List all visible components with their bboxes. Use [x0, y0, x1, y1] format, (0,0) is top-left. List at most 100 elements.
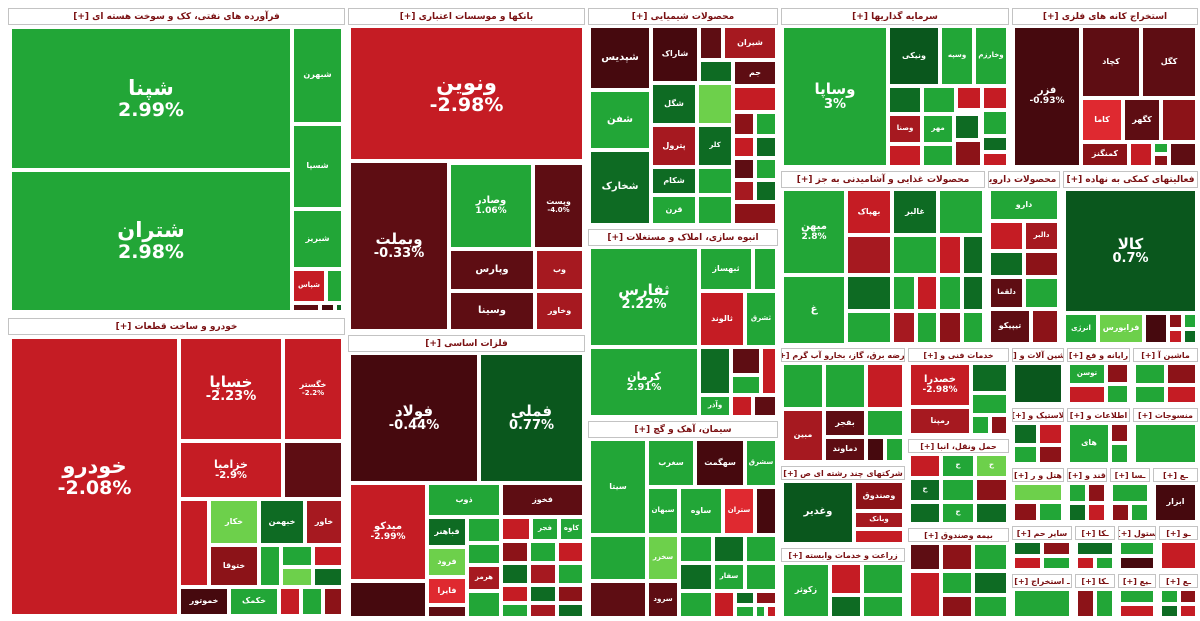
stock-tile-وخاور[interactable]: وخاور	[536, 292, 583, 330]
stock-tile-سهگمت[interactable]: سهگمت	[696, 440, 744, 486]
stock-tile-میهن[interactable]: میهن 2.8%	[783, 190, 845, 274]
stock-tile[interactable]	[983, 153, 1007, 166]
stock-tile[interactable]	[734, 87, 776, 111]
stock-tile[interactable]	[1069, 386, 1105, 403]
stock-tile[interactable]	[558, 604, 583, 617]
stock-tile-شفن[interactable]: شفن	[590, 91, 650, 149]
stock-tile[interactable]	[336, 304, 342, 311]
stock-tile-دارو[interactable]: دارو	[990, 190, 1058, 220]
sector-header-machinery-equipment[interactable]: ماشین آلات و [+]	[1012, 348, 1064, 362]
stock-tile[interactable]	[1161, 605, 1178, 617]
stock-tile-کلر[interactable]: کلر	[698, 126, 732, 166]
stock-tile[interactable]	[910, 544, 940, 570]
stock-tile[interactable]	[736, 606, 754, 617]
stock-tile[interactable]	[327, 270, 342, 302]
stock-tile[interactable]	[428, 606, 466, 617]
stock-tile[interactable]	[1154, 155, 1168, 166]
stock-tile[interactable]	[963, 312, 983, 343]
stock-tile-خکمک[interactable]: خکمک	[230, 588, 278, 615]
stock-tile-میدکو[interactable]: میدکو -2.99%	[350, 484, 426, 580]
stock-tile[interactable]	[1161, 542, 1196, 569]
stock-tile-های[interactable]: های	[1069, 424, 1109, 463]
stock-tile[interactable]	[1120, 605, 1154, 617]
stock-tile-هرمز[interactable]: هرمز	[468, 566, 500, 590]
stock-tile[interactable]	[983, 111, 1007, 135]
stock-tile[interactable]	[976, 479, 1007, 501]
stock-tile-وآذر[interactable]: وآذر	[700, 396, 730, 416]
stock-tile[interactable]	[990, 222, 1023, 250]
sector-header-electricity[interactable]: عرضه برق، گاز، بخارو آب گرم [+]	[781, 348, 905, 362]
stock-tile[interactable]	[1069, 484, 1086, 502]
stock-tile-شپاس[interactable]: شپاس	[293, 270, 325, 302]
stock-tile-فخوز[interactable]: فخوز	[502, 484, 583, 516]
stock-tile[interactable]	[910, 503, 940, 523]
stock-tile-ذوب[interactable]: ذوب	[428, 484, 500, 516]
sector-header-cement[interactable]: سیمان، آهک و گچ [+]	[588, 421, 778, 438]
stock-tile-شخارک[interactable]: شخارک	[590, 151, 650, 224]
stock-tile[interactable]	[734, 137, 754, 157]
stock-tile-رمپنا[interactable]: رمپنا	[910, 408, 970, 434]
stock-tile-توسن[interactable]: توسن	[1069, 364, 1105, 384]
stock-tile[interactable]	[863, 564, 903, 594]
sector-header-rubber-plastic[interactable]: لاستیک و [+]	[1012, 408, 1064, 422]
stock-tile[interactable]	[974, 572, 1007, 594]
stock-tile-فملی[interactable]: فملی 0.77%	[480, 354, 583, 482]
stock-tile-ابزار[interactable]: ابزار	[1155, 484, 1196, 521]
stock-tile[interactable]	[530, 564, 556, 584]
sector-header-transport[interactable]: حمل ونقل، انبا [+]	[908, 439, 1009, 453]
stock-tile[interactable]	[1135, 364, 1165, 384]
stock-tile[interactable]	[1077, 590, 1094, 617]
stock-tile[interactable]	[1169, 314, 1182, 328]
stock-tile[interactable]	[321, 304, 334, 311]
stock-tile-شپنا[interactable]: شپنا 2.99%	[11, 28, 291, 169]
stock-tile[interactable]	[1154, 143, 1168, 153]
stock-tile-ثبهساز[interactable]: ثبهساز	[700, 248, 752, 290]
stock-tile[interactable]	[1184, 314, 1196, 328]
stock-tile[interactable]	[754, 248, 776, 290]
stock-tile[interactable]	[1043, 557, 1070, 569]
stock-tile[interactable]	[1039, 446, 1062, 463]
sector-header-banks[interactable]: بانکها و موسسات اعتباری [+]	[348, 8, 585, 25]
stock-tile[interactable]	[502, 518, 530, 540]
stock-tile[interactable]	[302, 588, 322, 615]
stock-tile[interactable]	[1096, 557, 1113, 569]
stock-tile-جم[interactable]: جم	[734, 61, 776, 85]
sector-header-extraction-other[interactable]: ـ استخراج [+]	[1012, 574, 1072, 588]
stock-tile-مبین[interactable]: مبین	[783, 410, 823, 461]
stock-tile[interactable]	[1169, 330, 1182, 343]
stock-tile-شپدیس[interactable]: شپدیس	[590, 27, 650, 89]
stock-tile[interactable]	[734, 203, 776, 224]
stock-tile[interactable]	[955, 141, 981, 166]
stock-tile-وصادر[interactable]: وصادر 1.06%	[450, 164, 532, 248]
stock-tile-فرود[interactable]: فرود	[428, 548, 466, 576]
stock-tile-وخارزم[interactable]: وخارزم	[975, 27, 1007, 85]
sector-header-tile-ceramic[interactable]: ـسا [+]	[1110, 468, 1150, 482]
stock-tile[interactable]	[867, 410, 903, 436]
stock-tile[interactable]	[1130, 143, 1152, 166]
stock-tile-شسپا[interactable]: شسپا	[293, 125, 342, 208]
stock-tile-کمنگنز[interactable]: کمنگنز	[1082, 143, 1128, 166]
stock-tile[interactable]	[1088, 504, 1105, 521]
sector-header-pharma[interactable]: مواد و محصولات دارویی [+]	[988, 171, 1060, 188]
stock-tile[interactable]	[1032, 310, 1058, 343]
stock-tile[interactable]	[1025, 252, 1058, 276]
stock-tile[interactable]	[732, 396, 752, 416]
stock-tile[interactable]	[1135, 386, 1165, 403]
stock-tile[interactable]	[350, 582, 426, 617]
stock-tile[interactable]	[831, 564, 861, 594]
stock-tile[interactable]	[939, 276, 961, 310]
stock-tile-خگستر[interactable]: خگستر -2.2%	[284, 338, 342, 440]
stock-tile[interactable]	[590, 536, 646, 580]
stock-tile-وصنا[interactable]: وصنا	[889, 115, 921, 143]
stock-tile-کگل[interactable]: کگل	[1142, 27, 1196, 97]
stock-tile[interactable]	[260, 546, 280, 586]
stock-tile[interactable]	[736, 592, 754, 604]
stock-tile-کاما[interactable]: کاما	[1082, 99, 1122, 141]
stock-tile[interactable]	[963, 236, 983, 274]
stock-tile[interactable]	[910, 455, 940, 477]
sector-header-misc-c[interactable]: ـو [+]	[1159, 526, 1198, 540]
stock-tile[interactable]	[314, 568, 342, 586]
sector-header-sugar[interactable]: قند و [+]	[1067, 468, 1107, 482]
stock-tile-خصدرا[interactable]: خصدرا -2.98%	[910, 364, 970, 406]
stock-tile[interactable]	[893, 276, 915, 310]
